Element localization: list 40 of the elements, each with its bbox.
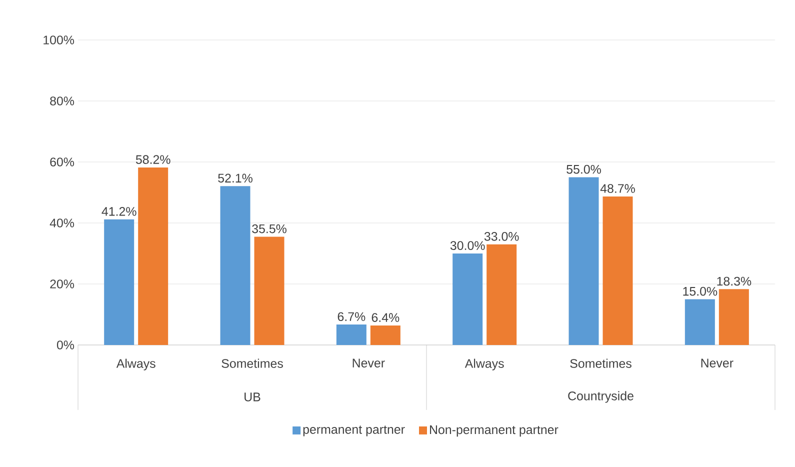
bar [336, 324, 366, 345]
y-tick-label: 0% [56, 340, 74, 350]
data-label: 35.5% [252, 224, 286, 234]
bar [370, 325, 400, 345]
text: Countryside [568, 391, 634, 403]
bar [718, 289, 749, 345]
bar [104, 219, 134, 345]
bar [452, 253, 483, 345]
bar [220, 186, 250, 345]
data-label: 58.2% [136, 155, 170, 164]
legend-label: permanent partner [303, 426, 405, 436]
text: UB [244, 392, 260, 402]
x-tick-label: Always [116, 358, 156, 370]
legend-label: Non-permanent partner [430, 425, 558, 437]
data-label: 15.0% [683, 286, 718, 296]
x-tick-label: Always [464, 358, 504, 370]
data-label: 6.4% [372, 313, 400, 322]
data-label: 55.0% [566, 164, 601, 174]
data-label: 18.3% [717, 276, 752, 286]
x-tick-label: Sometimes [222, 358, 283, 368]
bar [486, 244, 517, 345]
bar [138, 167, 168, 345]
data-label: 41.2% [102, 207, 136, 216]
y-tick-label: 80% [50, 96, 74, 106]
y-tick-label: 40% [50, 218, 74, 228]
data-label: 52.1% [218, 174, 252, 183]
x-tick-label: Never [701, 358, 734, 368]
bar [254, 236, 284, 345]
data-label: 33.0% [484, 232, 519, 241]
y-tick-label: 20% [50, 280, 74, 288]
bar [602, 196, 633, 345]
bar [684, 299, 715, 345]
data-label: 6.7% [338, 312, 366, 322]
x-tick-label: Never [352, 358, 385, 368]
bar [568, 177, 599, 345]
data-label: 48.7% [600, 184, 635, 193]
x-tick-label: Sometimes [570, 358, 632, 368]
data-label: 30.0% [450, 241, 485, 250]
y-tick-label: 60% [50, 158, 74, 166]
y-tick-label: 100% [44, 36, 74, 44]
